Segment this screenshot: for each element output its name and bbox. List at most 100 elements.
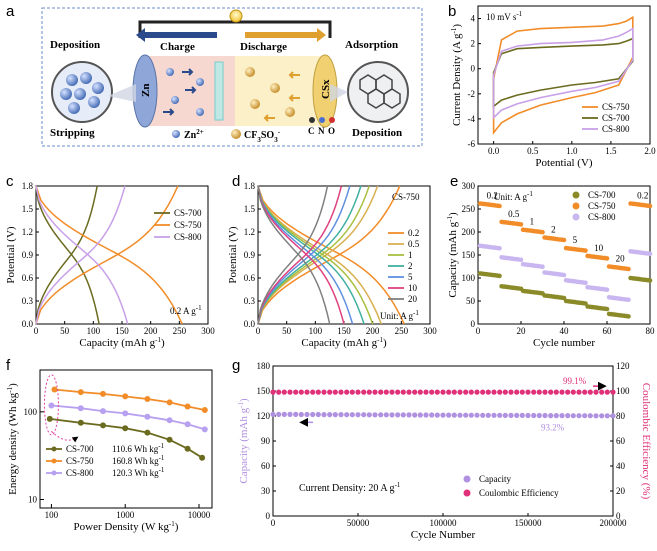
current-density-annotation: Current Density: 20 A g-1: [299, 481, 401, 494]
y-tick-label: 60: [261, 461, 271, 471]
data-point-coulombic-efficiency: [400, 389, 406, 395]
y-tick-label: 180: [257, 361, 271, 371]
y-tick-label: 0.9: [244, 250, 256, 260]
data-point-capacity: [485, 412, 491, 418]
y-tick-label: 4: [471, 14, 476, 24]
x-tick-label: 250: [173, 326, 187, 336]
ion-flow-arrow: [288, 71, 300, 79]
chart-gcd-samples: 0 50 100 150 200 250 300 0.0 0.3 0.6 0.9 1.2 1.5 1.8 C…: [5, 181, 215, 349]
y-tick-label: 0.9: [22, 250, 34, 260]
data-point-cs-700: [199, 454, 206, 461]
x-axis-label: Power Density (W kg-1): [74, 520, 179, 533]
discharge-arrow: [245, 32, 317, 38]
x-tick-label: 150: [115, 326, 129, 336]
y-tick-label: 1.8: [22, 181, 34, 191]
y-tick-label: 0.6: [22, 273, 34, 283]
data-point-coulombic-efficiency: [344, 389, 350, 395]
y-tick-label: 150: [462, 250, 476, 260]
data-point-coulombic-efficiency: [406, 389, 412, 395]
x-axis-label: Cycle Number: [411, 529, 476, 541]
charge-curve: [35, 185, 179, 325]
data-point-capacity: [474, 412, 480, 418]
legend-entry: Capacity: [479, 474, 511, 484]
y-tick-label: 90: [261, 436, 271, 446]
data-point-capacity: [491, 412, 497, 418]
legend-entry: CS-800: [588, 212, 616, 222]
data-point-cs-800: [144, 413, 151, 420]
zn-ion: [196, 78, 204, 86]
data-point-coulombic-efficiency: [287, 389, 293, 395]
y-tick-label: 50: [466, 296, 476, 306]
discharge-curve: [257, 185, 331, 325]
x-tick-label: 200: [366, 326, 380, 336]
ion-flow-arrow: [163, 108, 175, 116]
data-point-capacity: [610, 413, 616, 419]
data-point-capacity: [276, 411, 282, 417]
data-point-coulombic-efficiency: [355, 389, 361, 395]
data-point-coulombic-efficiency: [599, 389, 605, 395]
ion-flow-arrow: [185, 86, 197, 94]
data-point-capacity: [281, 411, 287, 417]
y-axis-label: Potential (V): [227, 226, 239, 283]
data-point-coulombic-efficiency: [298, 389, 304, 395]
data-point-cs-700: [647, 278, 653, 283]
data-point-cs-750: [604, 256, 610, 261]
cell-right-half: [235, 56, 325, 126]
triflate-legend: CF3SO3-: [244, 128, 281, 144]
y-tick-label: -6: [468, 139, 476, 149]
legend-entry: 0.5: [408, 239, 420, 249]
series-line-cs-700: [492, 37, 634, 109]
x-tick-label: 200: [144, 326, 158, 336]
data-point-capacity: [310, 411, 316, 418]
data-point-capacity: [361, 412, 367, 418]
panel-letter-d: d: [232, 173, 240, 190]
discharge-arrow-head: [317, 28, 326, 42]
chart-long-cycling: 0 50000 100000 150000 2000000306090120150180…: [237, 361, 652, 541]
charge-curve: [257, 185, 343, 325]
data-point-coulombic-efficiency: [281, 389, 287, 395]
legend-marker: [463, 489, 471, 497]
legend-entry: 1: [408, 250, 413, 260]
y-tick-label: 0: [471, 319, 476, 329]
data-point-coulombic-efficiency: [542, 389, 548, 395]
data-point-capacity: [287, 411, 293, 417]
data-point-coulombic-efficiency: [434, 389, 440, 395]
legend-entry: 2: [408, 261, 413, 271]
data-point-capacity: [497, 412, 503, 418]
legend-entry: CS-800: [174, 232, 202, 242]
atom-label-n: N: [318, 126, 325, 136]
data-point-capacity: [372, 412, 378, 418]
carbon-atom-icon: [309, 117, 315, 123]
y-tick-label: 2: [471, 39, 476, 49]
data-point-coulombic-efficiency: [587, 389, 593, 395]
legend-entry: CS-700: [602, 113, 630, 123]
x-tick-label: 100: [45, 510, 59, 520]
plot-frame: [39, 369, 213, 509]
data-point-coulombic-efficiency: [338, 389, 344, 395]
x-tick-label: 100: [87, 326, 101, 336]
data-point-capacity: [536, 412, 542, 419]
y-tick-label: 100: [24, 407, 38, 417]
data-point-coulombic-efficiency: [423, 389, 429, 395]
x-tick-label: 0: [271, 518, 276, 528]
data-point-coulombic-efficiency: [270, 389, 276, 395]
data-point-coulombic-efficiency: [276, 389, 282, 395]
data-point-coulombic-efficiency: [565, 389, 571, 395]
data-point-cs-800: [583, 280, 588, 286]
charge-curve: [257, 185, 370, 325]
data-point-cs-750: [166, 399, 173, 406]
schematic-frame: [41, 7, 423, 147]
x-tick-label: 0.0: [488, 146, 500, 156]
panel-letter-f: f: [6, 357, 11, 374]
legend-entry: CS-750: [66, 456, 94, 466]
triflate-ion: [245, 67, 255, 77]
x-tick-label: 50: [60, 326, 70, 336]
legend-marker: [572, 202, 580, 210]
data-point-capacity: [451, 412, 457, 418]
series-line-cs-800: [51, 404, 206, 431]
data-point-capacity: [400, 412, 406, 418]
panel-letter-g: g: [232, 357, 240, 374]
data-point-coulombic-efficiency: [378, 389, 384, 395]
data-point-cs-700: [166, 436, 173, 443]
